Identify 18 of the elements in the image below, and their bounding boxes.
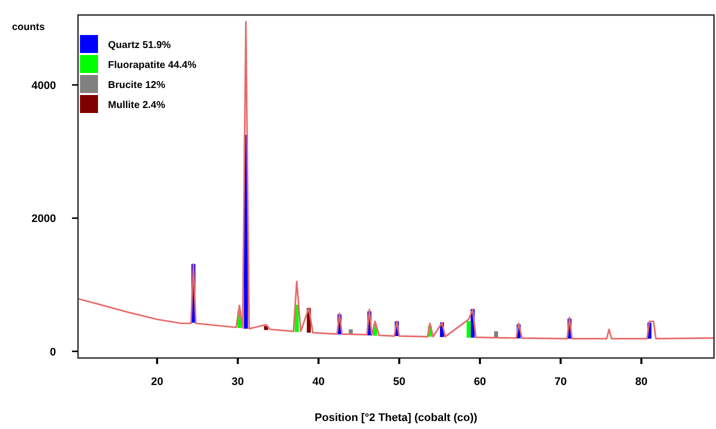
x-tick-label: 80 [635,376,648,388]
legend-label: Mullite 2.4% [108,100,166,111]
x-tick-label: 60 [474,376,486,388]
line-series [78,20,714,340]
x-axis-title: Position [°2 Theta] (cobalt (co)) [314,412,478,424]
legend-label: Brucite 12% [108,80,166,91]
x-tick-label: 40 [312,376,325,388]
x-tick-label: 50 [393,376,406,388]
legend-label: Quartz 51.9% [108,40,171,51]
x-tick-label: 70 [554,376,567,388]
y-tick-label: 2000 [32,213,56,226]
x-tick-label: 30 [232,376,244,388]
y-axis-title: counts [12,22,46,33]
y-tick-label: 0 [50,346,56,358]
y-tick-label: 4000 [32,80,56,92]
x-tick-label: 20 [150,376,164,388]
legend-label: Fluorapatite 44.4% [108,60,196,71]
bar [466,321,471,338]
